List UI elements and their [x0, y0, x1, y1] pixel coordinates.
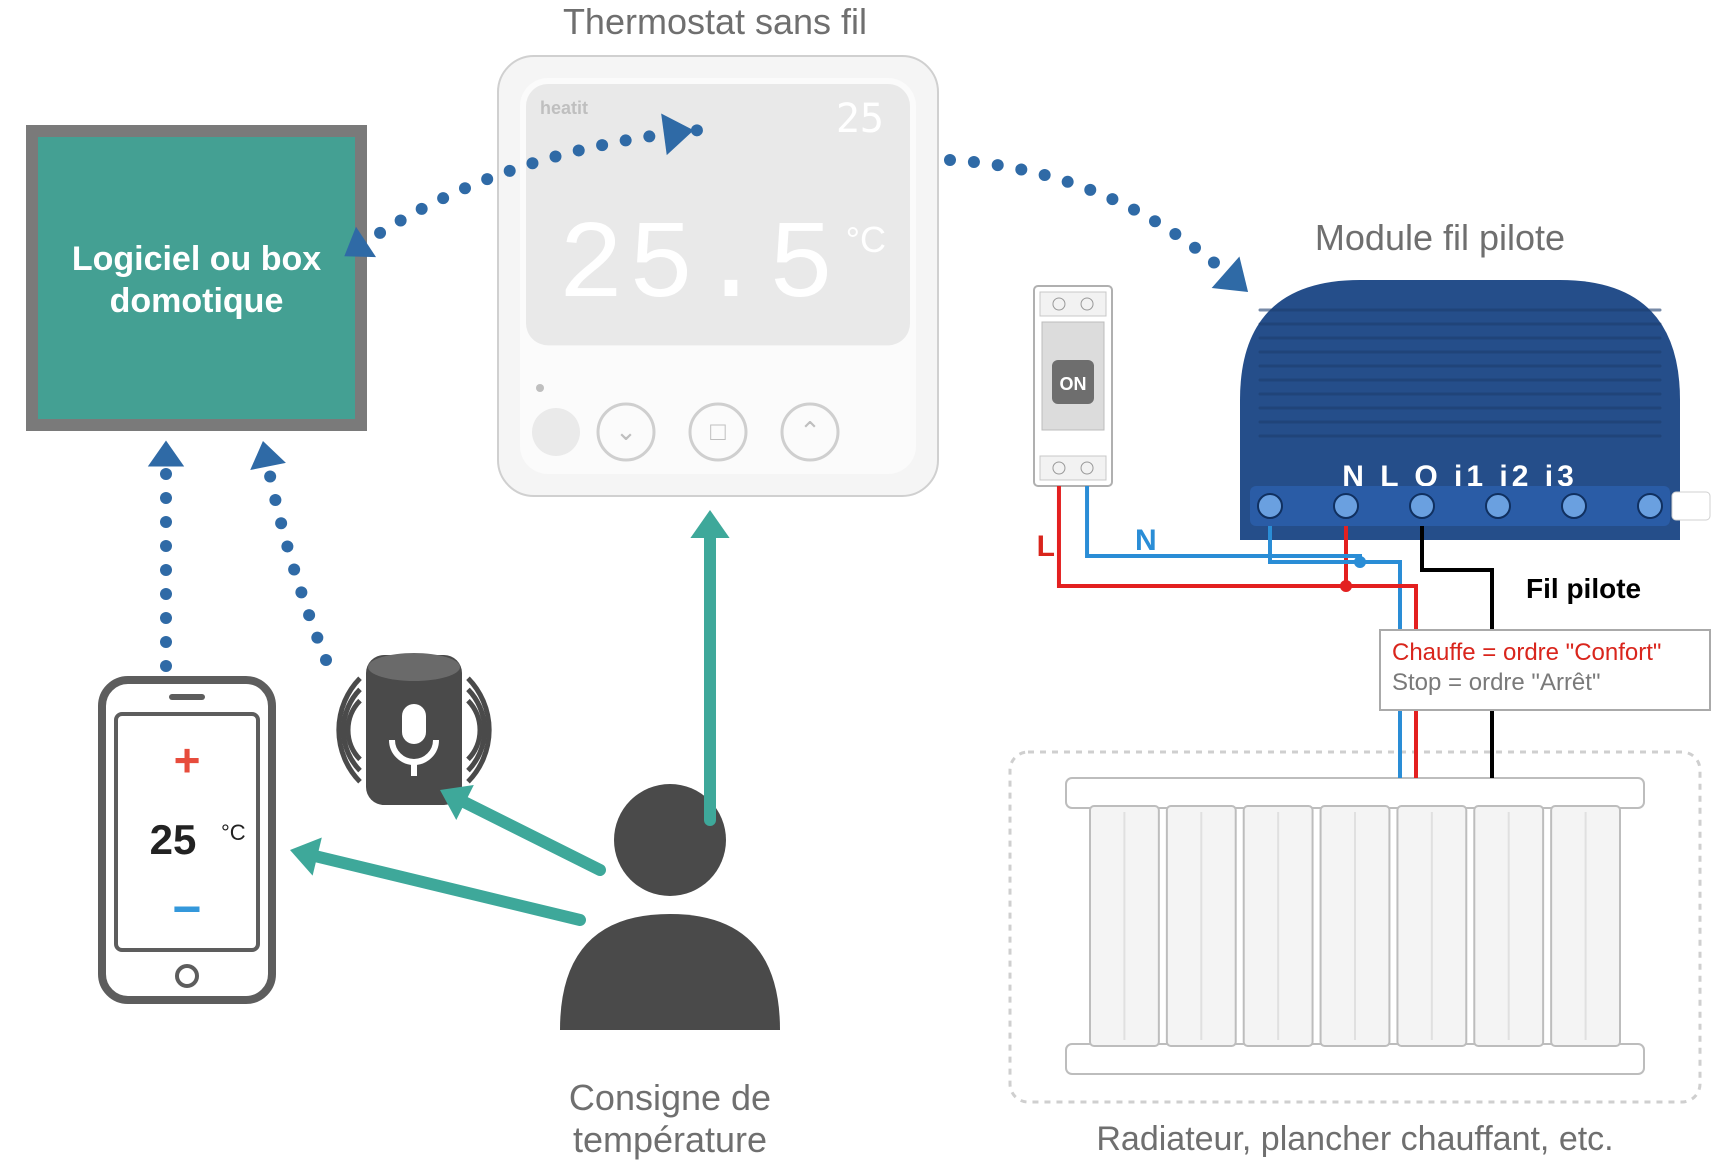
dotted-link-dot: [1084, 184, 1096, 196]
dotted-link-dot: [269, 494, 281, 506]
dotted-link-dot: [643, 130, 655, 142]
dotted-link-dot: [160, 588, 172, 600]
thermostat-big-temp: 25.5: [558, 205, 838, 330]
dotted-link-dot: [1189, 242, 1201, 254]
radiator-icon: [1066, 778, 1644, 1074]
dotted-link-dot: [596, 139, 608, 151]
box-domotique-title-2: domotique: [110, 282, 284, 320]
module-fil-pilote: N L Q i1 i2 i3: [1240, 280, 1710, 540]
dotted-link-dot: [1039, 169, 1051, 181]
dotted-link-dot: [968, 156, 980, 168]
thermostat-label: Thermostat sans fil: [563, 1, 867, 42]
box-domotique: Logiciel ou box domotique: [32, 131, 361, 425]
module-side-connector: [1672, 492, 1710, 520]
wire-L-label: L: [1037, 530, 1055, 563]
dotted-link-dot: [1169, 228, 1181, 240]
module-terminal-screw: [1334, 494, 1358, 518]
dotted-link-dot: [504, 165, 516, 177]
phone-minus-button[interactable]: −: [172, 881, 201, 937]
svg-text:⌃: ⌃: [799, 416, 821, 446]
phone-icon: +25 °C −: [102, 680, 272, 1000]
dotted-link-dot: [1149, 215, 1161, 227]
dotted-link-dot: [288, 563, 300, 575]
wire-N-label: N: [1135, 524, 1157, 557]
dotted-link-dot: [526, 157, 538, 169]
svg-text:⌄: ⌄: [615, 416, 637, 446]
svg-text:□: □: [710, 416, 726, 446]
dotted-link-dot: [459, 182, 471, 194]
wire-pilot-label: Fil pilote: [1526, 573, 1641, 604]
dotted-link-dot: [160, 612, 172, 624]
module-terminal-screw: [1410, 494, 1434, 518]
dotted-link-dot: [160, 516, 172, 528]
dotted-link-dot: [264, 471, 276, 483]
module-terminal-screw: [1562, 494, 1586, 518]
orders-box: Chauffe = ordre "Confort" Stop = ordre "A…: [1380, 630, 1710, 710]
thermostat-small-temp: 25: [836, 96, 884, 142]
orders-line2: Stop = ordre "Arrêt": [1392, 669, 1600, 696]
thermostat-brand: heatit: [540, 98, 588, 118]
radiator-panel: [1010, 752, 1700, 1102]
dotted-link-dot: [160, 636, 172, 648]
dotted-link-dot: [437, 192, 449, 204]
dotted-link-dot: [549, 150, 561, 162]
dotted-link-dot: [160, 540, 172, 552]
dotted-link-dot: [303, 609, 315, 621]
thermostat-led: [536, 384, 544, 392]
thermostat-unit: °C: [846, 219, 886, 260]
phone-temp: 25: [150, 816, 197, 863]
module-label: Module fil pilote: [1315, 217, 1565, 258]
dotted-link-dot: [1062, 176, 1074, 188]
thermostat: heatit 25 25.5°C ⌄ □ ⌃: [498, 56, 938, 496]
dotted-link-dot: [481, 173, 493, 185]
dotted-link-dot: [992, 159, 1004, 171]
module-terminal-screw: [1638, 494, 1662, 518]
dotted-link-dot: [944, 154, 956, 166]
dotted-link-dot: [416, 203, 428, 215]
phone-earpiece: [169, 694, 205, 700]
phone-temp-unit: °C: [221, 820, 246, 845]
dotted-link-dot: [311, 632, 323, 644]
breaker-switch[interactable]: ON: [1052, 360, 1094, 404]
user-label-2: température: [573, 1119, 767, 1160]
box-domotique-title: Logiciel ou box: [72, 240, 321, 278]
dotted-link-dot: [395, 214, 407, 226]
dotted-link-dot: [160, 660, 172, 672]
svg-text:ON: ON: [1060, 374, 1087, 394]
circuit-breaker: ON: [1034, 286, 1112, 486]
radiator-label: Radiateur, plancher chauffant, etc.: [1096, 1120, 1613, 1158]
dotted-link-dot: [1208, 256, 1220, 268]
phone-plus-button[interactable]: +: [174, 734, 201, 786]
dotted-link-dot: [374, 227, 386, 239]
dotted-link-dot: [295, 586, 307, 598]
dotted-link-dot: [1128, 204, 1140, 216]
thermostat-knob[interactable]: [532, 408, 580, 456]
dotted-link-dot: [320, 654, 332, 666]
dotted-link-dot: [160, 468, 172, 480]
dotted-link-dot: [275, 517, 287, 529]
user-label-1: Consigne de: [569, 1077, 771, 1118]
dotted-link-dot: [1106, 193, 1118, 205]
dotted-link-dot: [1015, 163, 1027, 175]
dotted-link-dot: [160, 564, 172, 576]
dotted-link-dot: [620, 134, 632, 146]
dotted-link-dot: [573, 144, 585, 156]
dotted-link-dot: [160, 492, 172, 504]
orders-line1: Chauffe = ordre "Confort": [1392, 639, 1661, 666]
module-terminal-screw: [1486, 494, 1510, 518]
dotted-link-dot: [281, 540, 293, 552]
module-terminal-screw: [1258, 494, 1282, 518]
